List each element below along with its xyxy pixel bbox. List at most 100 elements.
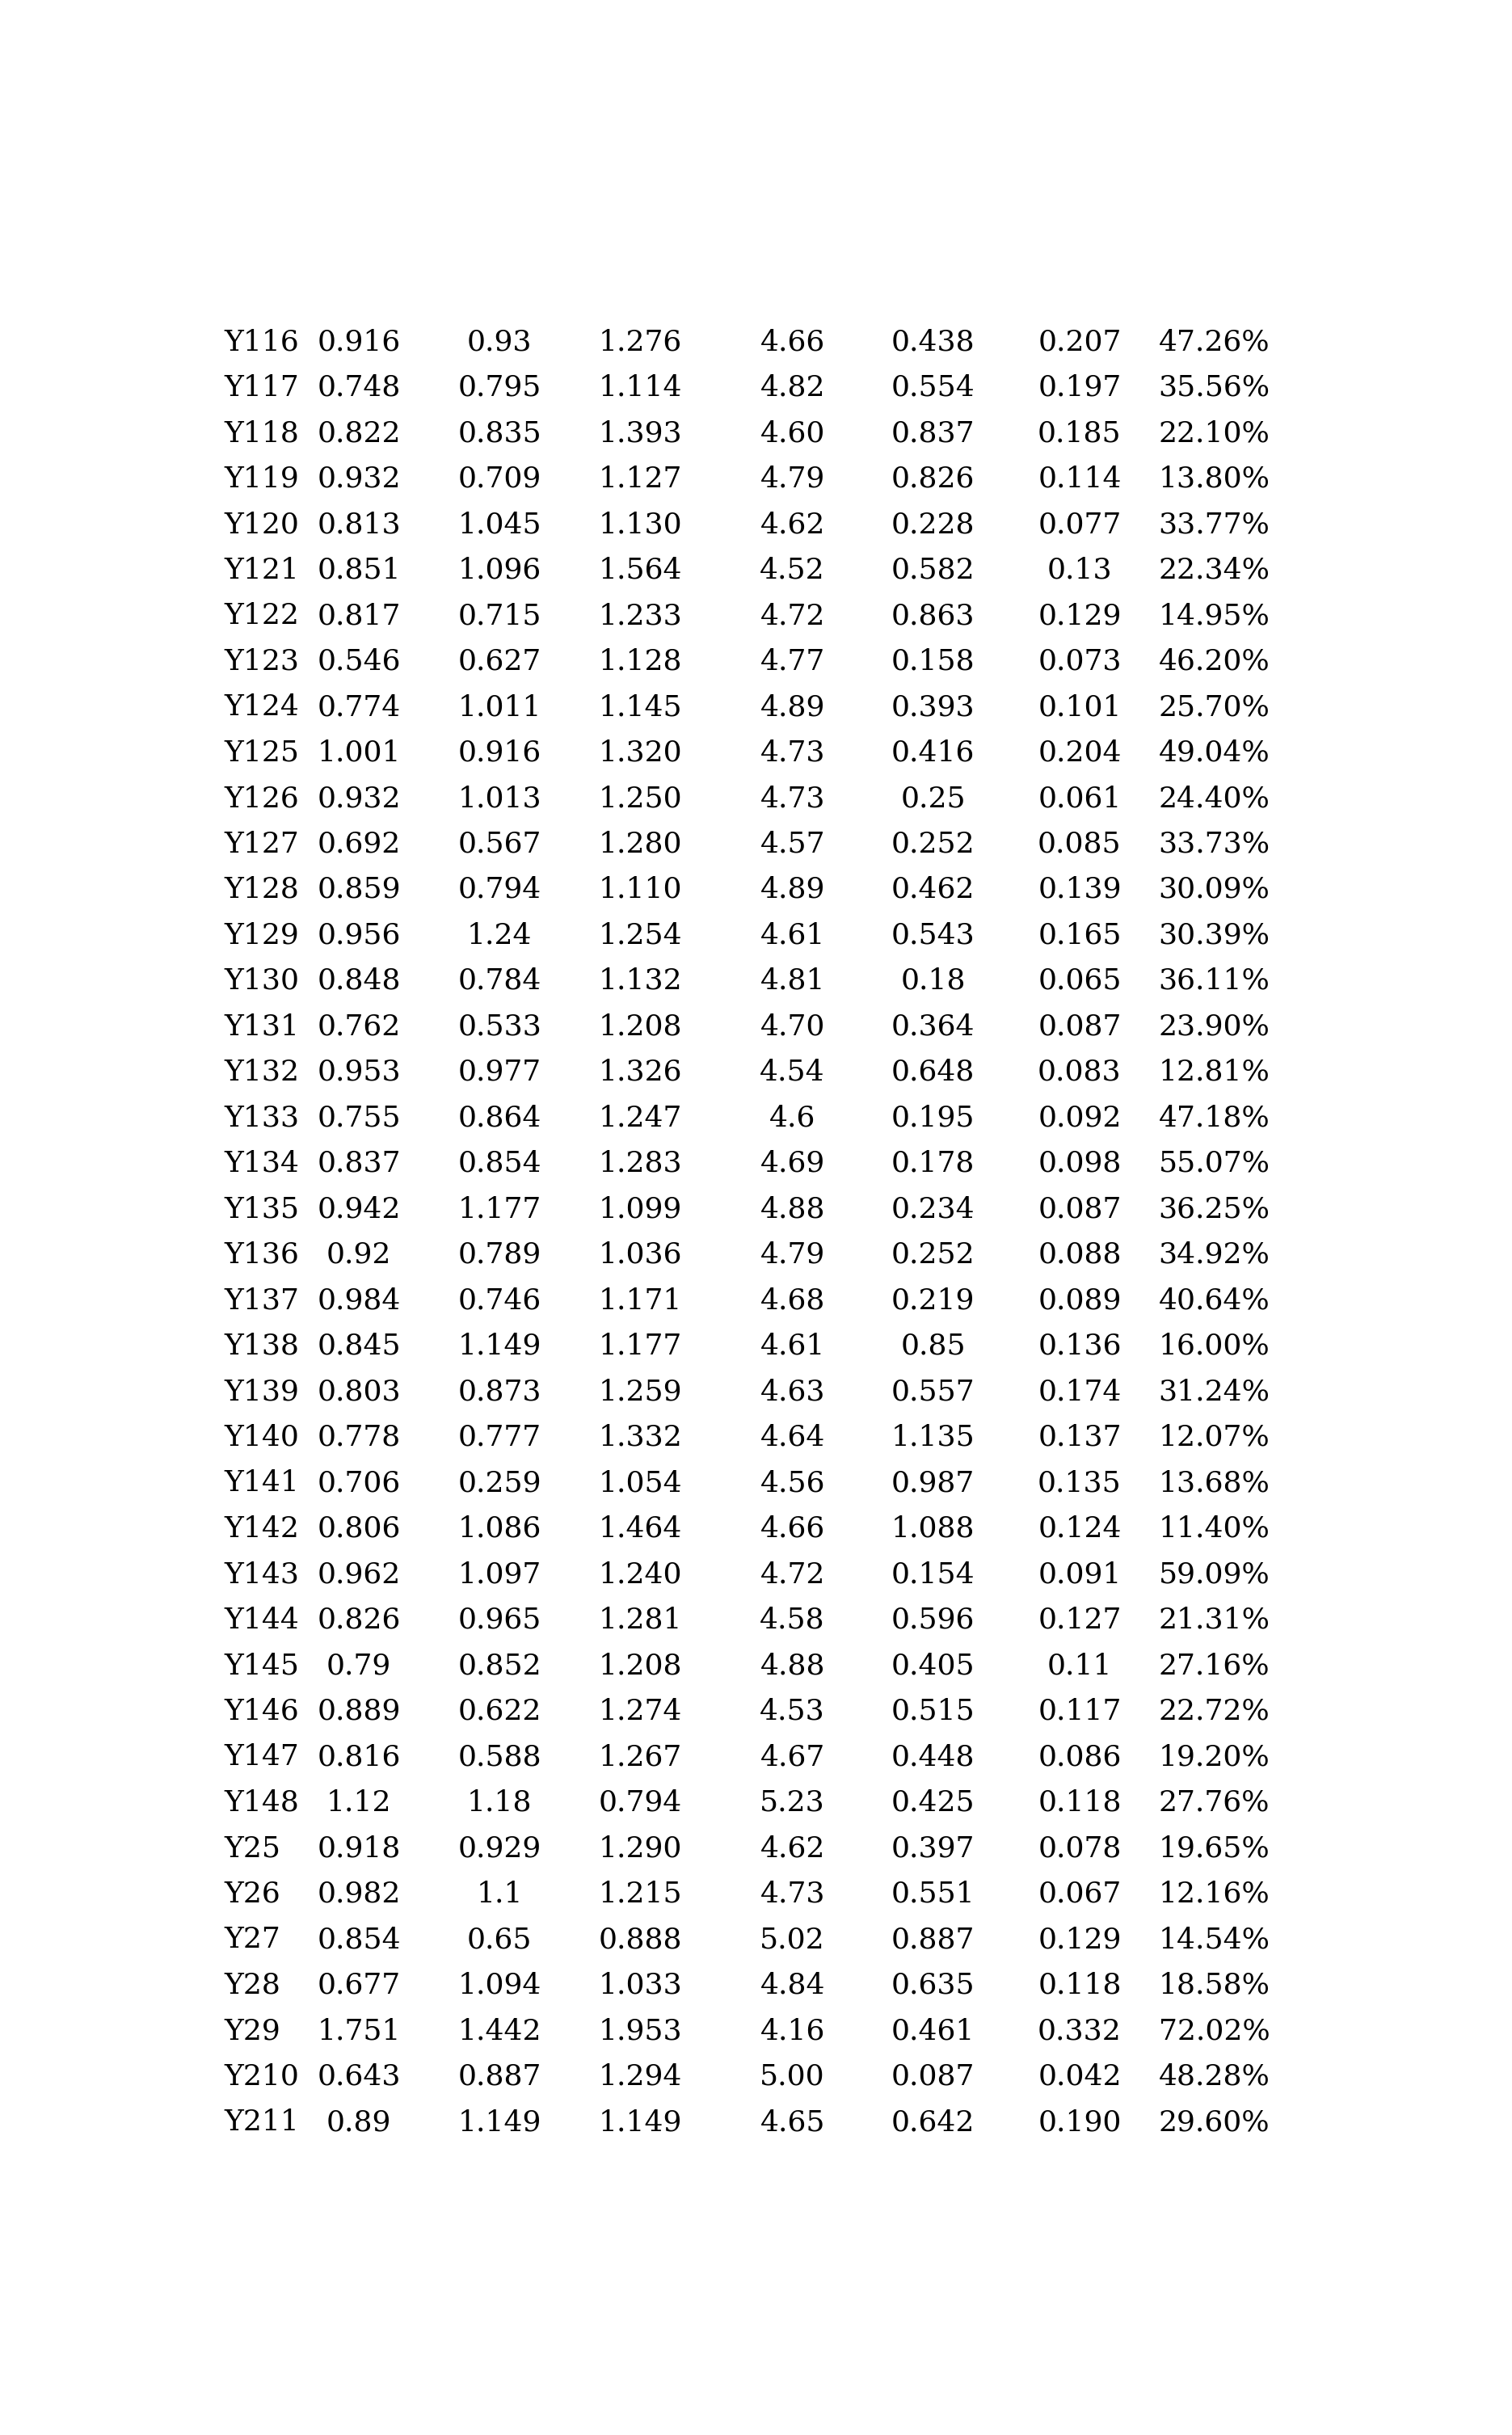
Text: 11.40%: 11.40% (1158, 1515, 1270, 1544)
Text: 0.136: 0.136 (1037, 1332, 1122, 1361)
Text: 0.777: 0.777 (458, 1424, 541, 1451)
Text: 0.889: 0.889 (318, 1697, 401, 1726)
Text: 0.165: 0.165 (1037, 923, 1122, 950)
Text: 0.551: 0.551 (891, 1880, 975, 1909)
Text: 0.692: 0.692 (318, 830, 401, 857)
Text: 0.852: 0.852 (458, 1653, 541, 1680)
Text: 1.149: 1.149 (599, 2109, 682, 2135)
Text: 1.274: 1.274 (599, 1697, 682, 1726)
Text: 4.73: 4.73 (761, 1880, 826, 1909)
Text: 0.795: 0.795 (458, 375, 541, 402)
Text: 0.648: 0.648 (891, 1059, 975, 1086)
Text: 0.887: 0.887 (458, 2062, 541, 2092)
Text: 1.033: 1.033 (599, 1972, 682, 1999)
Text: Y142: Y142 (224, 1515, 299, 1544)
Text: 1.393: 1.393 (599, 419, 682, 448)
Text: 4.73: 4.73 (761, 740, 826, 767)
Text: Y145: Y145 (224, 1653, 299, 1680)
Text: 0.854: 0.854 (458, 1149, 541, 1179)
Text: 1.128: 1.128 (599, 648, 682, 674)
Text: 0.101: 0.101 (1037, 694, 1122, 721)
Text: 1.18: 1.18 (467, 1790, 532, 1817)
Text: 22.34%: 22.34% (1158, 558, 1270, 584)
Text: 0.977: 0.977 (458, 1059, 541, 1086)
Text: 4.62: 4.62 (761, 1836, 826, 1863)
Text: Y26: Y26 (224, 1880, 281, 1909)
Text: 24.40%: 24.40% (1158, 784, 1270, 813)
Text: 0.118: 0.118 (1037, 1790, 1122, 1817)
Text: 4.54: 4.54 (761, 1059, 826, 1086)
Text: Y130: Y130 (224, 967, 299, 996)
Text: 4.84: 4.84 (761, 1972, 826, 1999)
Text: 4.82: 4.82 (761, 375, 826, 402)
Text: 0.873: 0.873 (458, 1378, 541, 1405)
Text: 5.23: 5.23 (761, 1790, 826, 1817)
Text: 0.837: 0.837 (891, 419, 975, 448)
Text: 1.320: 1.320 (599, 740, 682, 767)
Text: Y131: Y131 (224, 1013, 299, 1040)
Text: 0.635: 0.635 (891, 1972, 975, 1999)
Text: 16.00%: 16.00% (1158, 1332, 1270, 1361)
Text: 0.778: 0.778 (318, 1424, 401, 1451)
Text: 4.70: 4.70 (761, 1013, 826, 1040)
Text: Y147: Y147 (224, 1743, 299, 1770)
Text: Y29: Y29 (224, 2019, 281, 2045)
Text: 0.139: 0.139 (1037, 877, 1122, 903)
Text: Y146: Y146 (224, 1697, 299, 1726)
Text: 0.129: 0.129 (1037, 601, 1122, 631)
Text: 0.93: 0.93 (467, 329, 532, 356)
Text: 0.748: 0.748 (318, 375, 401, 402)
Text: 0.197: 0.197 (1037, 375, 1122, 402)
Text: Y141: Y141 (224, 1471, 299, 1498)
Text: 0.204: 0.204 (1037, 740, 1122, 767)
Text: 4.79: 4.79 (761, 465, 826, 492)
Text: Y210: Y210 (224, 2062, 299, 2092)
Text: 30.39%: 30.39% (1158, 923, 1270, 950)
Text: 1.294: 1.294 (599, 2062, 682, 2092)
Text: 4.67: 4.67 (761, 1743, 826, 1770)
Text: 0.533: 0.533 (458, 1013, 541, 1040)
Text: 0.195: 0.195 (891, 1105, 975, 1132)
Text: 0.089: 0.089 (1037, 1288, 1122, 1315)
Text: 0.088: 0.088 (1037, 1242, 1122, 1269)
Text: 36.11%: 36.11% (1158, 967, 1270, 996)
Text: 0.364: 0.364 (891, 1013, 975, 1040)
Text: 13.68%: 13.68% (1158, 1471, 1270, 1498)
Text: 47.18%: 47.18% (1158, 1105, 1270, 1132)
Text: 0.124: 0.124 (1037, 1515, 1122, 1544)
Text: 0.129: 0.129 (1037, 1926, 1122, 1953)
Text: 1.208: 1.208 (599, 1653, 682, 1680)
Text: 0.803: 0.803 (318, 1378, 401, 1405)
Text: 1.276: 1.276 (599, 329, 682, 356)
Text: 4.88: 4.88 (761, 1653, 826, 1680)
Text: 0.557: 0.557 (891, 1378, 975, 1405)
Text: 1.145: 1.145 (599, 694, 682, 721)
Text: 1.208: 1.208 (599, 1013, 682, 1040)
Text: 0.117: 0.117 (1037, 1697, 1122, 1726)
Text: 0.677: 0.677 (318, 1972, 401, 1999)
Text: Y116: Y116 (224, 329, 299, 356)
Text: 0.461: 0.461 (891, 2019, 975, 2045)
Text: Y126: Y126 (224, 784, 299, 813)
Text: 29.60%: 29.60% (1158, 2109, 1270, 2135)
Text: 0.918: 0.918 (318, 1836, 401, 1863)
Text: 0.252: 0.252 (891, 830, 975, 857)
Text: 1.132: 1.132 (599, 967, 682, 996)
Text: Y211: Y211 (224, 2109, 299, 2135)
Text: 0.185: 0.185 (1037, 419, 1122, 448)
Text: 4.61: 4.61 (761, 923, 826, 950)
Text: 0.89: 0.89 (327, 2109, 392, 2135)
Text: 0.091: 0.091 (1037, 1561, 1122, 1588)
Text: 0.864: 0.864 (458, 1105, 541, 1132)
Text: 4.64: 4.64 (761, 1424, 826, 1451)
Text: 0.219: 0.219 (891, 1288, 975, 1315)
Text: Y134: Y134 (224, 1149, 299, 1179)
Text: 49.04%: 49.04% (1158, 740, 1270, 767)
Text: 0.259: 0.259 (458, 1471, 541, 1498)
Text: 0.916: 0.916 (318, 329, 401, 356)
Text: 0.405: 0.405 (891, 1653, 975, 1680)
Text: 23.90%: 23.90% (1158, 1013, 1270, 1040)
Text: 0.158: 0.158 (891, 648, 975, 674)
Text: 0.085: 0.085 (1037, 830, 1122, 857)
Text: 1.267: 1.267 (599, 1743, 682, 1770)
